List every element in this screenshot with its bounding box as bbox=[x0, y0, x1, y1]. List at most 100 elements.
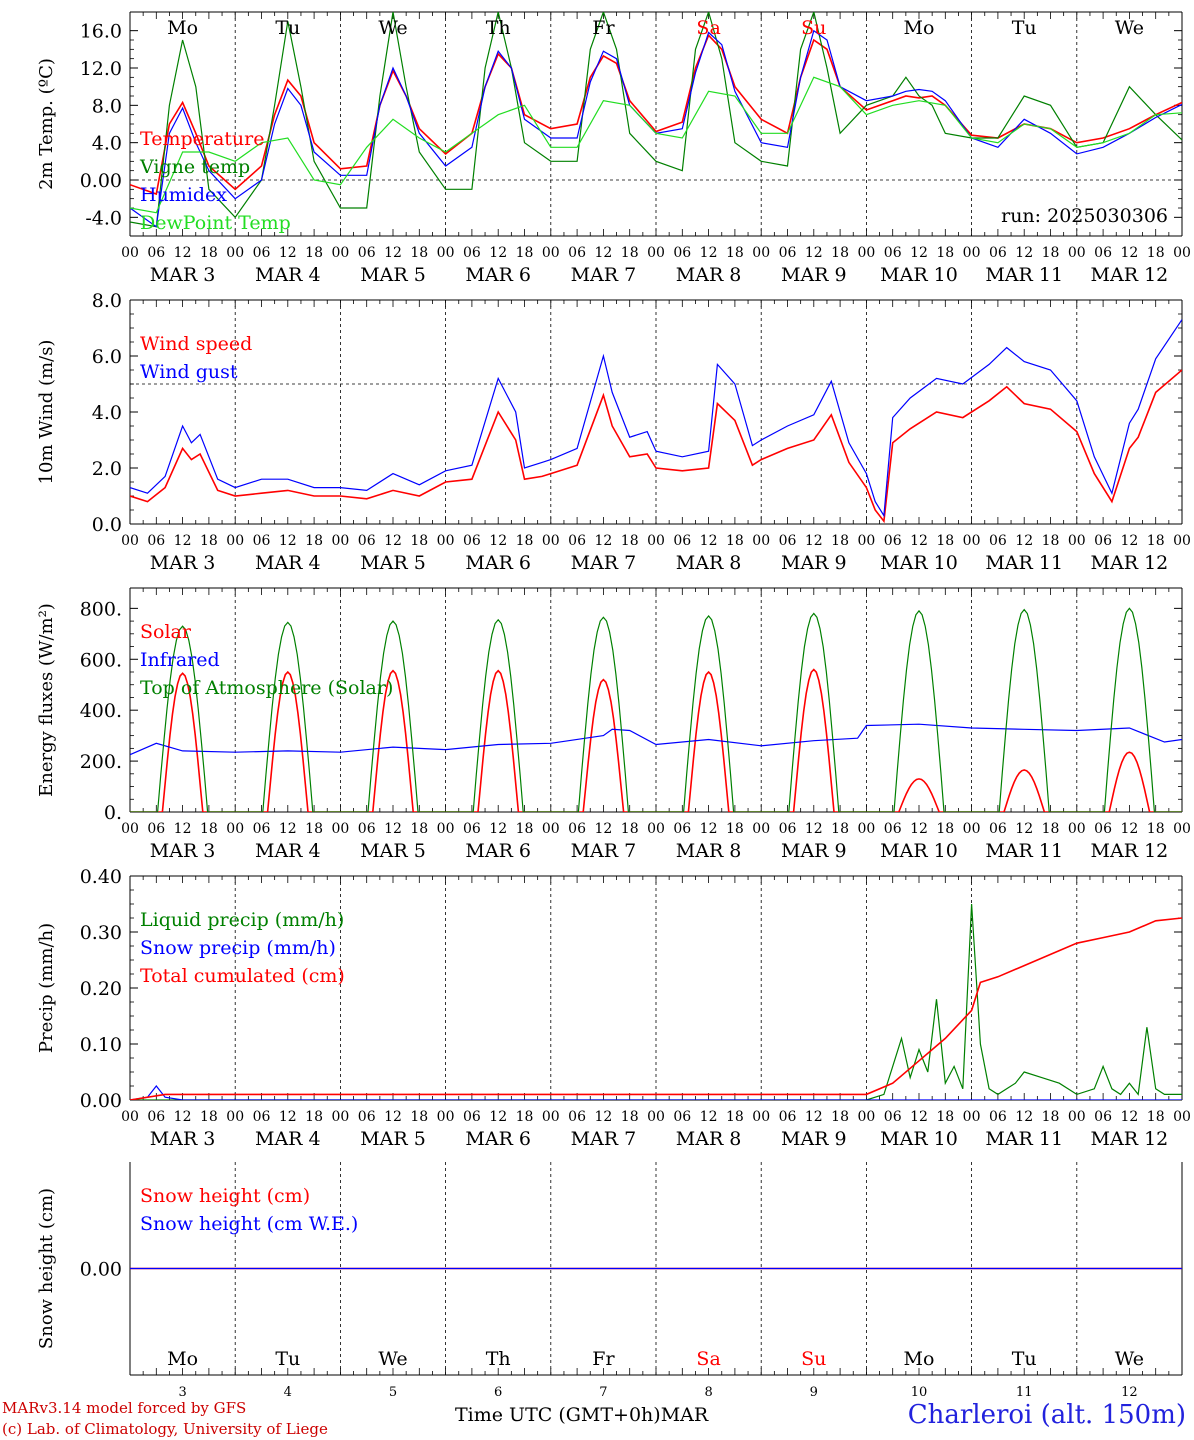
x-hour-label: 12 bbox=[594, 245, 612, 261]
x-date-label: MAR 8 bbox=[676, 1128, 742, 1150]
x-hour-label: 18 bbox=[936, 821, 954, 837]
x-hour-label: 18 bbox=[1147, 245, 1165, 261]
y-tick-label: 8.0 bbox=[92, 290, 122, 312]
x-hour-label: 12 bbox=[1015, 1109, 1033, 1125]
day-label: Sa bbox=[696, 1348, 720, 1370]
x-hour-label: 12 bbox=[805, 1109, 823, 1125]
x-date-label: MAR 4 bbox=[255, 552, 321, 574]
x-hour-label: 00 bbox=[1173, 245, 1191, 261]
y-axis-title: Precip (mm/h) bbox=[36, 923, 57, 1053]
x-hour-label: 18 bbox=[516, 821, 534, 837]
y-tick-label: 0.00 bbox=[80, 1259, 122, 1281]
x-hour-label: 12 bbox=[910, 533, 928, 549]
x-hour-label: 12 bbox=[489, 821, 507, 837]
x-hour-label: 18 bbox=[410, 1109, 428, 1125]
x-hour-label: 00 bbox=[647, 533, 665, 549]
x-hour-label: 12 bbox=[279, 821, 297, 837]
y-tick-label: 400. bbox=[80, 700, 122, 722]
x-date-label: MAR 9 bbox=[781, 1128, 847, 1150]
day-number: 7 bbox=[599, 1385, 607, 1400]
x-hour-label: 12 bbox=[279, 533, 297, 549]
x-hour-label: 06 bbox=[147, 533, 165, 549]
x-date-label: MAR 10 bbox=[880, 1128, 958, 1150]
run-label: run: 2025030306 bbox=[1001, 205, 1168, 227]
y-tick-label: 0.20 bbox=[80, 978, 122, 1000]
x-hour-label: 18 bbox=[831, 1109, 849, 1125]
x-hour-label: 18 bbox=[1147, 821, 1165, 837]
x-hour-label: 18 bbox=[200, 821, 218, 837]
x-hour-label: 18 bbox=[516, 1109, 534, 1125]
legend-entry: Total cumulated (cm) bbox=[140, 965, 345, 987]
day-label: Sa bbox=[696, 17, 720, 39]
x-hour-label: 06 bbox=[568, 533, 586, 549]
x-hour-label: 12 bbox=[700, 1109, 718, 1125]
x-hour-label: 00 bbox=[1068, 533, 1086, 549]
x-date-label: MAR 10 bbox=[880, 264, 958, 286]
x-date-label: MAR 5 bbox=[360, 552, 426, 574]
x-hour-label: 00 bbox=[963, 821, 981, 837]
x-hour-label: 06 bbox=[358, 821, 376, 837]
x-hour-label: 12 bbox=[174, 1109, 192, 1125]
x-hour-label: 00 bbox=[437, 1109, 455, 1125]
panel-3: 0. 200. 400. 600. 800. Energy fluxes (W/m²) So… bbox=[36, 587, 1191, 862]
day-number: 8 bbox=[704, 1385, 712, 1400]
x-hour-label: 12 bbox=[805, 533, 823, 549]
x-hour-label: 18 bbox=[831, 821, 849, 837]
panel-5: 0.00 Snow height (cm) Snow height (cm) Snow… bbox=[36, 1162, 1183, 1400]
x-date-label: MAR 12 bbox=[1091, 1128, 1169, 1150]
x-hour-label: 18 bbox=[305, 533, 323, 549]
x-hour-label: 18 bbox=[936, 533, 954, 549]
x-hour-label: 06 bbox=[989, 821, 1007, 837]
x-hour-label: 18 bbox=[1042, 821, 1060, 837]
day-label: We bbox=[378, 17, 407, 39]
y-tick-label: 4.0 bbox=[92, 133, 122, 155]
series-infrared bbox=[130, 723, 1182, 756]
series-temperature bbox=[130, 33, 1182, 196]
x-hour-label: 00 bbox=[857, 1109, 875, 1125]
x-hour-label: 06 bbox=[1094, 821, 1112, 837]
panel-2: 0.0 2.0 4.0 6.0 8.0 10m Wind (m/s) Wind speed W… bbox=[36, 290, 1191, 574]
x-hour-label: 06 bbox=[989, 533, 1007, 549]
day-number: 4 bbox=[284, 1385, 292, 1400]
legend-entry: Solar bbox=[140, 621, 192, 643]
day-number: 10 bbox=[911, 1385, 928, 1400]
x-date-label: MAR 11 bbox=[985, 1128, 1063, 1150]
x-hour-label: 18 bbox=[621, 245, 639, 261]
x-hour-label: 06 bbox=[568, 245, 586, 261]
panel-1: -4.0 0.00 4.0 8.0 12.0 16.0 2m Temp. (ºC) Tempe… bbox=[36, 11, 1191, 286]
day-number: 11 bbox=[1016, 1385, 1033, 1400]
x-date-label: MAR 12 bbox=[1091, 840, 1169, 862]
x-hour-label: 06 bbox=[779, 533, 797, 549]
y-tick-label: 12.0 bbox=[80, 58, 122, 80]
x-axis-month: MAR bbox=[660, 1404, 709, 1426]
x-hour-label: 06 bbox=[884, 821, 902, 837]
x-hour-label: 12 bbox=[1120, 1109, 1138, 1125]
x-hour-label: 12 bbox=[384, 533, 402, 549]
x-date-label: MAR 3 bbox=[150, 840, 216, 862]
x-date-label: MAR 3 bbox=[150, 1128, 216, 1150]
station-name: Charleroi (alt. 150m) bbox=[907, 1400, 1186, 1430]
x-hour-label: 12 bbox=[174, 821, 192, 837]
day-label: Mo bbox=[904, 1348, 935, 1370]
x-hour-label: 00 bbox=[1173, 1109, 1191, 1125]
x-hour-label: 18 bbox=[305, 821, 323, 837]
x-date-label: MAR 8 bbox=[676, 264, 742, 286]
x-hour-label: 12 bbox=[700, 533, 718, 549]
y-tick-label: -4.0 bbox=[85, 207, 122, 229]
x-hour-label: 06 bbox=[253, 1109, 271, 1125]
x-hour-label: 12 bbox=[384, 821, 402, 837]
x-hour-label: 06 bbox=[147, 245, 165, 261]
panel-4: 0.00 0.10 0.20 0.30 0.40 Precip (mm/h) Liquid … bbox=[36, 866, 1191, 1150]
legend-entry: Liquid precip (mm/h) bbox=[140, 909, 344, 931]
x-date-label: MAR 6 bbox=[465, 264, 531, 286]
x-hour-label: 06 bbox=[358, 1109, 376, 1125]
model-credit: MARv3.14 model forced by GFS bbox=[2, 1399, 247, 1417]
x-date-label: MAR 5 bbox=[360, 1128, 426, 1150]
x-hour-label: 00 bbox=[331, 1109, 349, 1125]
x-hour-label: 06 bbox=[1094, 1109, 1112, 1125]
legend-entry: Wind gust bbox=[140, 361, 238, 383]
day-number: 3 bbox=[178, 1385, 186, 1400]
day-label: Mo bbox=[167, 1348, 198, 1370]
x-date-label: MAR 6 bbox=[465, 1128, 531, 1150]
x-hour-label: 12 bbox=[489, 533, 507, 549]
